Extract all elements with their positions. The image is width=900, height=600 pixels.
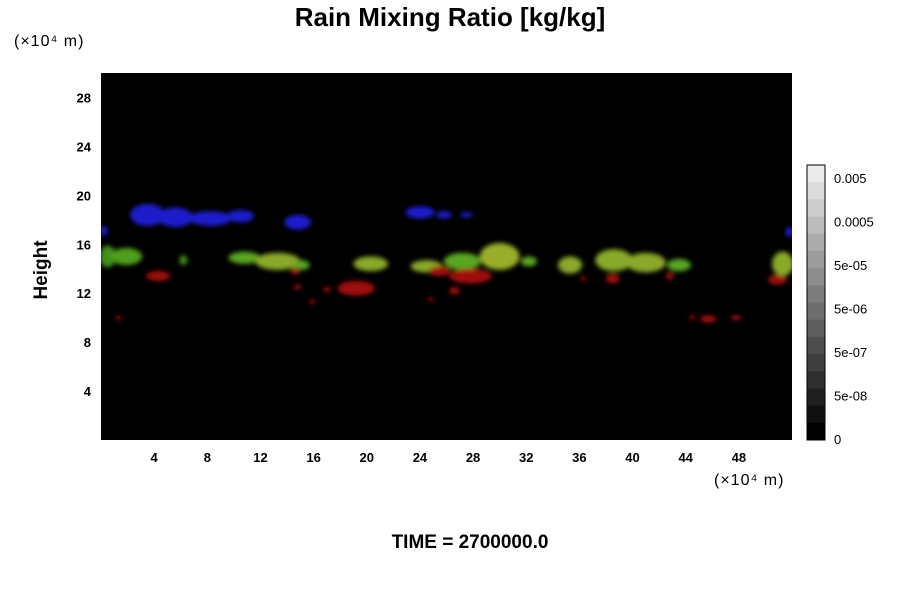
- y-tick-label: 20: [77, 188, 91, 203]
- colorbar-level: [807, 233, 825, 252]
- colorbar-label: 0: [834, 432, 841, 447]
- colorbar-level: [807, 422, 825, 441]
- rain-feature-42: [689, 315, 695, 321]
- rain-feature-33: [449, 268, 492, 284]
- rain-feature-9: [101, 225, 108, 236]
- rain-feature-20: [520, 256, 537, 267]
- x-tick-label: 16: [306, 450, 320, 465]
- rain-feature-22: [595, 249, 633, 272]
- y-axis-ticks: 4 8 12 16 20 24 28: [77, 90, 92, 399]
- rain-feature-30: [337, 280, 375, 296]
- y-axis-unit: (×10⁴ m): [14, 33, 85, 50]
- colorbar-frame: [806, 164, 826, 441]
- x-tick-label: 12: [253, 450, 267, 465]
- y-tick-label: 16: [77, 237, 91, 252]
- colorbar-level: [807, 319, 825, 338]
- y-tick-label: 24: [77, 139, 92, 154]
- y-tick-label: 28: [77, 90, 91, 105]
- colorbar-level: [807, 302, 825, 321]
- rain-feature-29: [322, 287, 331, 292]
- rain-feature-5: [405, 206, 435, 219]
- rain-feature-24: [667, 258, 692, 272]
- rain-feature-8: [785, 227, 792, 237]
- y-tick-label: 4: [84, 384, 92, 399]
- rain-feature-19: [479, 243, 520, 270]
- colorbar-level: [807, 182, 825, 200]
- rain-feature-40: [700, 315, 717, 323]
- rain-feature-26: [146, 271, 171, 281]
- rain-feature-21: [558, 256, 583, 274]
- colorbar-level: [807, 199, 825, 218]
- x-axis-unit: (×10⁴ m): [714, 472, 785, 489]
- colorbar-level: [807, 216, 825, 235]
- rain-feature-23: [625, 252, 666, 273]
- x-tick-label: 40: [625, 450, 639, 465]
- rain-feature-14: [255, 252, 301, 270]
- rain-feature-2: [188, 211, 232, 226]
- colorbar-label: 5e-08: [834, 389, 867, 404]
- colorbar-label: 5e-07: [834, 345, 867, 360]
- rain-feature-18: [443, 252, 482, 270]
- colorbar-level: [807, 165, 825, 183]
- rain-feature-15: [293, 260, 310, 270]
- time-label: TIME = 2700000.0: [391, 532, 549, 553]
- colorbar-label: 5e-05: [834, 258, 867, 273]
- colorbar-label: 0.005: [834, 171, 867, 186]
- x-tick-label: 24: [413, 450, 428, 465]
- plot-area: [101, 73, 792, 440]
- rain-feature-13: [228, 251, 261, 264]
- colorbar: 0.005 0.0005 5e-05 5e-06 5e-07 5e-08 0: [806, 164, 874, 447]
- y-tick-label: 12: [77, 286, 91, 301]
- rain-feature-27: [291, 267, 299, 275]
- colorbar-label: 5e-06: [834, 302, 867, 317]
- chart-title: Rain Mixing Ratio [kg/kg]: [294, 2, 606, 32]
- rain-feature-37: [580, 276, 587, 281]
- rain-feature-7: [459, 212, 474, 218]
- x-axis-ticks: 4 8 12 16 20 24 28 32 36 40 44 48: [151, 450, 747, 465]
- rain-feature-31: [309, 299, 315, 305]
- rain-feature-43: [115, 315, 121, 321]
- colorbar-label: 0.0005: [834, 215, 874, 230]
- x-tick-label: 36: [572, 450, 586, 465]
- rain-features: [101, 203, 792, 323]
- x-tick-label: 8: [204, 450, 211, 465]
- rain-feature-0: [130, 203, 165, 226]
- y-tick-label: 8: [84, 335, 91, 350]
- colorbar-level: [807, 336, 825, 355]
- rain-feature-35: [427, 296, 434, 302]
- x-tick-label: 32: [519, 450, 533, 465]
- colorbar-level: [807, 285, 825, 303]
- x-tick-label: 48: [732, 450, 746, 465]
- rain-feature-11: [110, 247, 143, 266]
- rain-feature-36: [605, 273, 620, 284]
- colorbar-level: [807, 371, 825, 389]
- rain-feature-1: [158, 207, 193, 228]
- rain-feature-12: [179, 255, 188, 266]
- rain-feature-28: [293, 284, 302, 290]
- x-tick-label: 4: [151, 450, 159, 465]
- x-tick-label: 28: [466, 450, 480, 465]
- colorbar-level: [807, 388, 825, 407]
- rain-feature-6: [435, 211, 452, 219]
- rain-feature-16: [353, 256, 389, 272]
- rain-feature-38: [665, 272, 674, 280]
- rain-feature-4: [284, 214, 311, 230]
- colorbar-level: [807, 268, 825, 286]
- x-tick-label: 44: [678, 450, 693, 465]
- colorbar-level: [807, 354, 825, 372]
- colorbar-level: [807, 250, 825, 269]
- rain-feature-39: [768, 274, 787, 285]
- rain-feature-3: [227, 210, 254, 223]
- rain-feature-25: [772, 251, 792, 277]
- rain-feature-41: [730, 315, 742, 321]
- x-tick-label: 20: [360, 450, 374, 465]
- rain-feature-10: [101, 245, 116, 268]
- colorbar-level: [807, 405, 825, 424]
- rain-feature-32: [429, 266, 451, 277]
- rain-feature-34: [449, 287, 460, 295]
